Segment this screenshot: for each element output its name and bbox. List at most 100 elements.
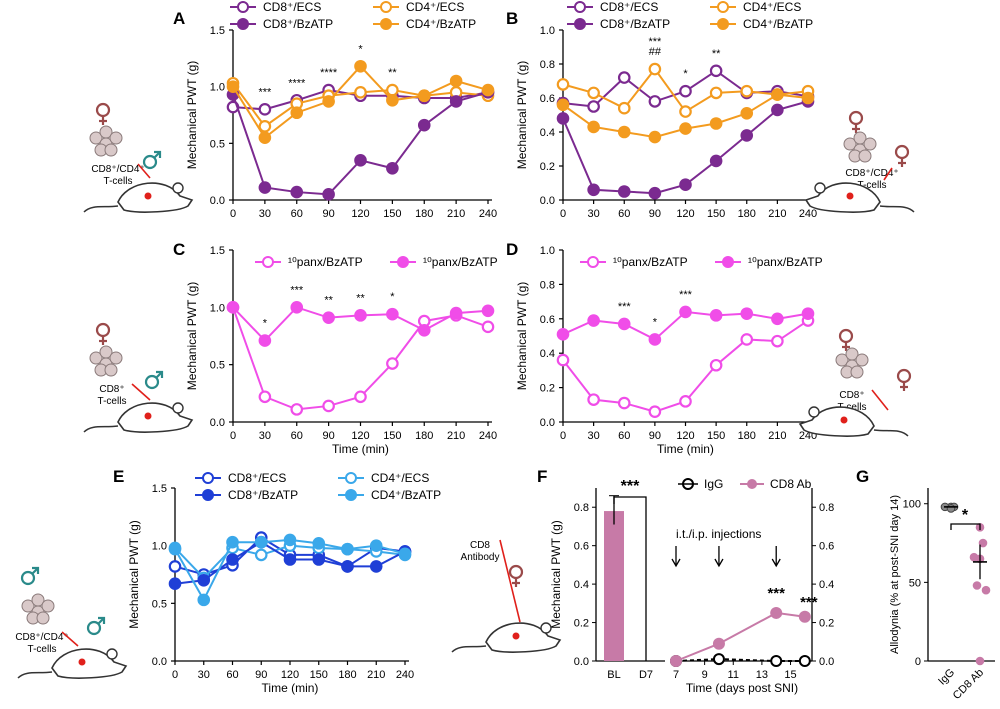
x-tick-label: 0 (230, 430, 236, 442)
x-tick-label: 30 (588, 430, 600, 442)
legend-label: CD4⁺/BzATP (371, 488, 441, 502)
significance-label: *** (800, 594, 818, 611)
data-point (981, 585, 991, 595)
injection-line (131, 383, 151, 401)
data-point (354, 154, 367, 167)
schematic-label: T-cells (838, 402, 867, 413)
x-tick-label: 60 (618, 430, 630, 442)
injection-site (78, 658, 86, 666)
data-point (617, 71, 631, 84)
data-point (354, 86, 367, 99)
injection-arrowhead (671, 558, 681, 568)
t-cell (858, 149, 872, 163)
legend-label: CD4⁺/ECS (743, 0, 801, 14)
male-symbol-icon (144, 374, 160, 390)
x-tick-label: 90 (649, 208, 661, 220)
legend-marker (202, 472, 214, 484)
t-cell (89, 131, 103, 145)
x-axis-label: Time (min) (332, 442, 389, 456)
data-point (709, 117, 723, 130)
data-point (481, 304, 495, 318)
x-tick-label: 180 (738, 430, 756, 442)
data-point (709, 309, 723, 322)
y-axis-label: Mechanical PWT (g) (127, 520, 141, 628)
data-point (283, 553, 297, 566)
panel-letter-e: E (113, 467, 124, 486)
x-tick-label: 90 (255, 669, 267, 681)
schematic-label: CD8 (470, 540, 490, 551)
legend-marker (262, 256, 274, 268)
x-tick-label: 30 (198, 669, 210, 681)
legend-label: CD8 Ab (770, 477, 812, 491)
schematic-label: CD8⁺ (839, 390, 864, 401)
data-point (398, 547, 412, 561)
legend-marker (345, 489, 357, 501)
panel-c: 0.0 0.5 1.0 1.5 0 30 60 90 120 150 180 210 240 Mechan… (185, 245, 498, 456)
data-point (670, 655, 682, 667)
injection-line (137, 163, 151, 179)
data-point (648, 62, 662, 76)
x-tick-label: 30 (259, 208, 271, 220)
bar-category-label: D7 (639, 669, 653, 681)
y-tick-label-right: 0.6 (819, 541, 834, 553)
x-tick-label: 210 (768, 208, 786, 220)
x-tick-label: 120 (351, 430, 369, 442)
schematic-c: CD8⁺T-cells (83, 322, 194, 433)
x-tick-label: 13 (756, 669, 768, 681)
legend-marker (587, 256, 599, 268)
mouse-ear (814, 182, 826, 194)
x-tick-label: 150 (310, 669, 328, 681)
mouse-ear (808, 406, 820, 418)
panel-letter-c: C (173, 240, 185, 259)
panel-b: 0.0 0.2 0.4 0.6 0.8 1.0 0 30 60 90 120 150 180 210 240… (515, 0, 817, 220)
mouse-icon (451, 622, 562, 653)
t-cell (109, 351, 123, 365)
female-symbol-icon (838, 328, 854, 344)
t-cell (863, 137, 877, 151)
significance-label: *** (679, 289, 693, 301)
x-tick-label: 180 (415, 208, 433, 220)
panel-letter-a: A (173, 9, 185, 28)
data-point (168, 542, 182, 556)
data-point (679, 178, 692, 191)
t-cell (850, 365, 864, 379)
data-point (168, 560, 182, 573)
y-axis-label: Mechanical PWT (g) (549, 520, 563, 628)
bar-category-label: BL (607, 669, 620, 681)
male-symbol-icon (20, 570, 36, 586)
data-point (801, 91, 815, 105)
data-point (354, 390, 367, 404)
panel-e: 0.0 0.5 1.0 1.5 0 30 60 90 120 150 180 210 240 Mechan… (127, 471, 441, 695)
y-axis-label: Allodynia (% at post-SNI day 14) (889, 495, 901, 654)
schematic-d: CD8⁺T-cells (798, 328, 912, 437)
significance-label: ** (356, 292, 365, 304)
data-point (798, 655, 811, 667)
x-tick-label: 240 (396, 669, 414, 681)
data-point (197, 593, 211, 607)
legend-label: IgG (704, 477, 723, 491)
injection-line (61, 631, 79, 647)
mouse-tail (879, 205, 915, 213)
y-tick-label: 0.4 (574, 579, 589, 591)
legend-marker (397, 256, 409, 268)
data-point (312, 537, 326, 550)
data-point (556, 78, 570, 91)
mouse-tail (83, 205, 119, 213)
x-tick-label: 240 (479, 430, 497, 442)
schematic-label: CD8⁺/CD4⁺ (15, 632, 68, 643)
data-point (587, 100, 600, 113)
x-tick-label: 11 (728, 669, 739, 681)
injection-site (144, 192, 152, 200)
data-point (770, 655, 783, 667)
data-point (679, 105, 692, 118)
legend-label: ¹⁰panx/BzATP (288, 255, 363, 269)
data-point (322, 188, 335, 201)
mouse-ear (172, 402, 184, 414)
data-point (648, 405, 662, 418)
data-point (771, 103, 784, 117)
y-tick-label: 0.8 (574, 502, 589, 514)
data-point (617, 317, 631, 331)
x-tick-label: 60 (291, 430, 303, 442)
